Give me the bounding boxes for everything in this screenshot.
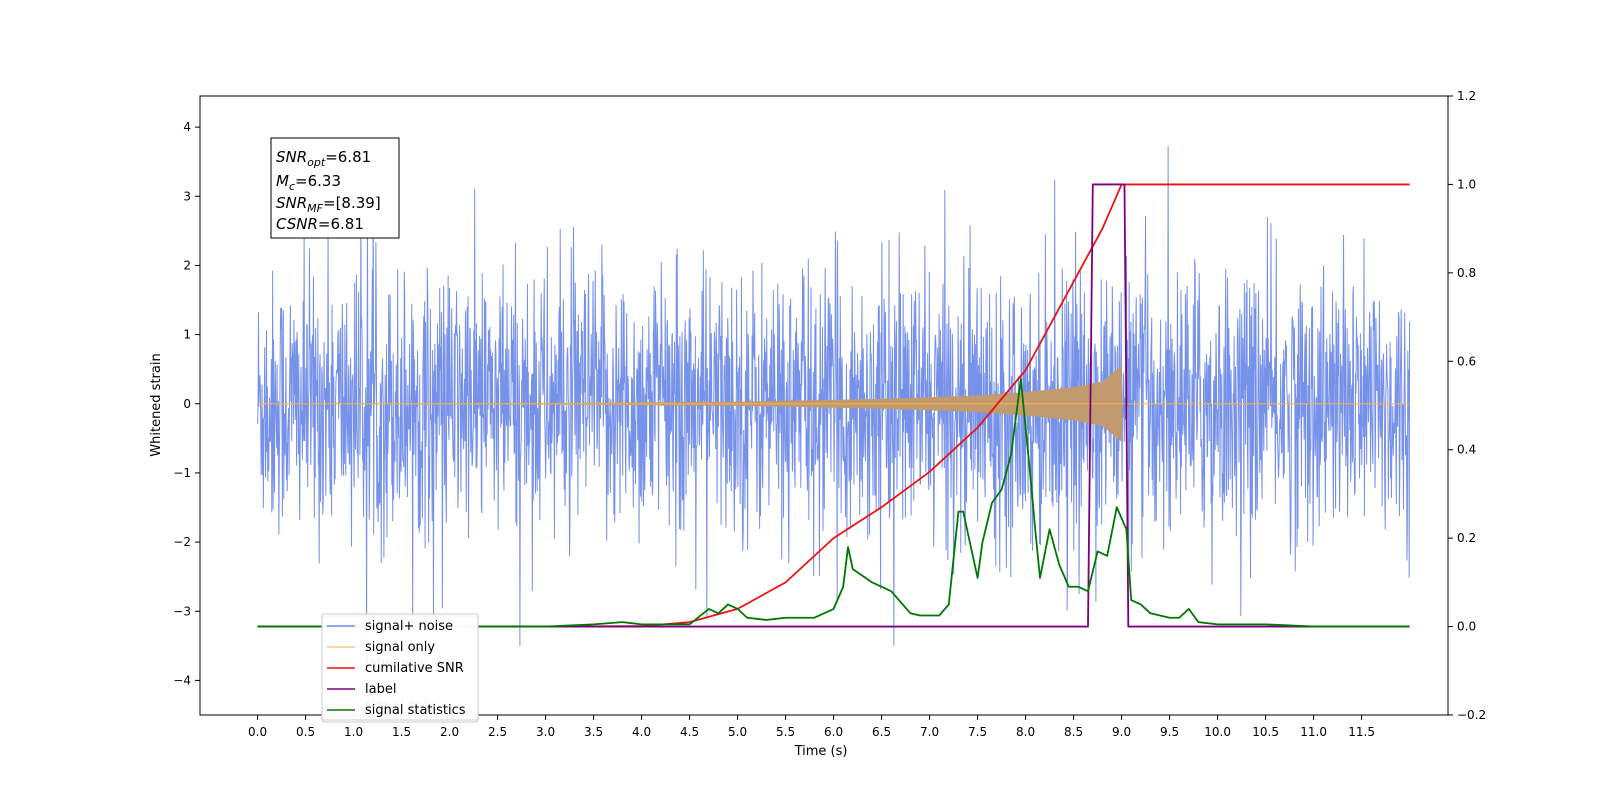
x-tick-label: 8.5 [1064, 725, 1083, 739]
x-tick-label: 7.0 [920, 725, 939, 739]
x-tick-label: 6.0 [824, 725, 843, 739]
y-tick-label: −4 [173, 673, 191, 687]
x-tick-label: 4.5 [680, 725, 699, 739]
x-tick-label: 6.5 [872, 725, 891, 739]
annotation-line: Mc=6.33 [276, 172, 341, 193]
x-tick-label: 10.5 [1252, 725, 1279, 739]
legend: label onlysignal onlysignal+ noisesignal… [321, 613, 479, 723]
axes: 0.0 0.5 1.0 1.5 2.0 2.5 3.0 3.5 4.0 4.5 5.0 5.5 6.0 6… [173, 89, 1486, 739]
x-tick-label: 10.0 [1204, 725, 1231, 739]
y2-tick-label: 1.2 [1457, 89, 1476, 103]
x-tick-label: 5.5 [776, 725, 795, 739]
x-tick-label: 11.5 [1348, 725, 1375, 739]
y2-tick-label: 0.6 [1457, 354, 1476, 368]
series-label [257, 183, 1410, 628]
annotation-line: SNRopt=6.81 [276, 148, 371, 169]
x-axis-label: Time (s) [794, 744, 848, 759]
y-tick-label: −2 [173, 535, 191, 549]
y2-tick-label: 0.2 [1457, 531, 1476, 545]
x-tick-label: 1.5 [392, 725, 411, 739]
annotation-line: CSNR=6.81 [276, 215, 364, 233]
y-tick-label: 3 [183, 189, 191, 203]
y2-tick-label: 1.0 [1457, 177, 1476, 191]
y2-tick-label: 0.0 [1457, 620, 1476, 634]
y-tick-label: 4 [183, 120, 191, 134]
legend-label: label [365, 682, 396, 697]
x-tick-label: 8.0 [1016, 725, 1035, 739]
x-tick-label: 0.5 [296, 725, 315, 739]
x-tick-label: 1.0 [344, 725, 363, 739]
series-signal-statistics [257, 378, 1410, 628]
x-tick-label: 2.0 [440, 725, 459, 739]
x-tick-label: 4.0 [632, 725, 651, 739]
x-tick-label: 9.5 [1160, 725, 1179, 739]
x-tick-label: 3.0 [536, 725, 555, 739]
annotation-box-frame [270, 137, 400, 239]
x-tick-label: 9.0 [1112, 725, 1131, 739]
x-tick-label: 5.0 [728, 725, 747, 739]
y-tick-label: 2 [183, 258, 191, 272]
plot-area [257, 146, 1411, 646]
legend-label: signal statistics [365, 703, 466, 718]
y-tick-label: 1 [183, 328, 191, 342]
legend-label: signal+ noise [365, 619, 453, 634]
y-tick-label: 0 [183, 397, 191, 411]
legend-label: signal only [365, 640, 435, 655]
y-axis-label: Whitened strain [149, 353, 164, 456]
series-signal-noise [257, 146, 1411, 646]
y2-tick-label: 0.4 [1457, 443, 1476, 457]
y-tick-label: −1 [173, 466, 191, 480]
y2-tick-label: 0.8 [1457, 266, 1476, 280]
plot-frame [199, 95, 1449, 716]
y2-tick-label: −0.2 [1457, 708, 1486, 722]
legend-frame [321, 613, 479, 721]
x-tick-label: 0.0 [248, 725, 267, 739]
annotation-line: SNRMF=[8.39] [276, 194, 381, 215]
x-tick-label: 11.0 [1300, 725, 1327, 739]
x-tick-label: 3.5 [584, 725, 603, 739]
legend-label: cumilative SNR [365, 661, 464, 676]
x-tick-label: 2.5 [488, 725, 507, 739]
y-tick-label: −3 [173, 604, 191, 618]
x-tick-label: 7.5 [968, 725, 987, 739]
